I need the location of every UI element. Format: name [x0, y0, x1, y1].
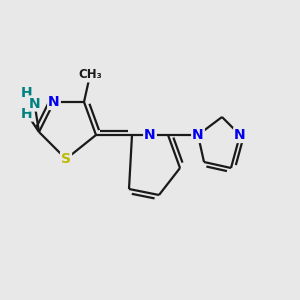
Text: N: N	[144, 128, 156, 142]
Text: H: H	[21, 86, 33, 100]
Text: N: N	[234, 128, 246, 142]
Text: CH₃: CH₃	[78, 68, 102, 82]
Text: N: N	[192, 128, 204, 142]
Text: N: N	[48, 95, 60, 109]
Text: H: H	[21, 107, 33, 121]
Text: S: S	[61, 152, 71, 166]
Text: N: N	[29, 97, 40, 110]
